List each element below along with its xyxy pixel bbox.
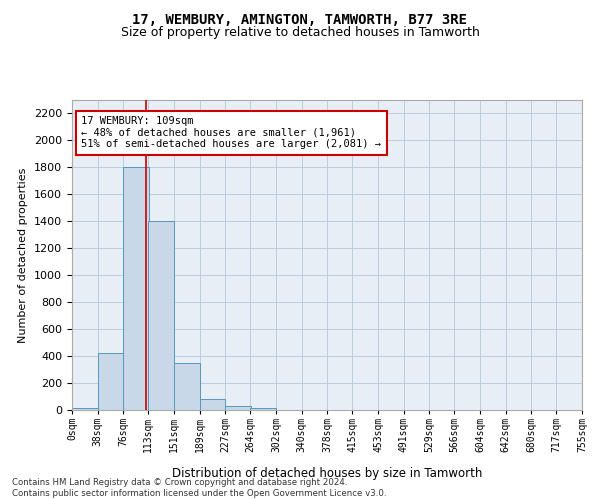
Bar <box>124 168 149 410</box>
Text: Distribution of detached houses by size in Tamworth: Distribution of detached houses by size … <box>172 467 482 480</box>
Text: 17 WEMBURY: 109sqm
← 48% of detached houses are smaller (1,961)
51% of semi-deta: 17 WEMBURY: 109sqm ← 48% of detached hou… <box>82 116 382 150</box>
Bar <box>174 363 200 410</box>
Text: Contains HM Land Registry data © Crown copyright and database right 2024.
Contai: Contains HM Land Registry data © Crown c… <box>12 478 386 498</box>
Bar <box>148 222 174 410</box>
Bar <box>226 406 251 410</box>
Text: Size of property relative to detached houses in Tamworth: Size of property relative to detached ho… <box>121 26 479 39</box>
Text: 17, WEMBURY, AMINGTON, TAMWORTH, B77 3RE: 17, WEMBURY, AMINGTON, TAMWORTH, B77 3RE <box>133 12 467 26</box>
Bar <box>98 354 123 410</box>
Y-axis label: Number of detached properties: Number of detached properties <box>19 168 28 342</box>
Bar <box>200 399 225 410</box>
Bar <box>250 408 276 410</box>
Bar <box>72 408 98 410</box>
